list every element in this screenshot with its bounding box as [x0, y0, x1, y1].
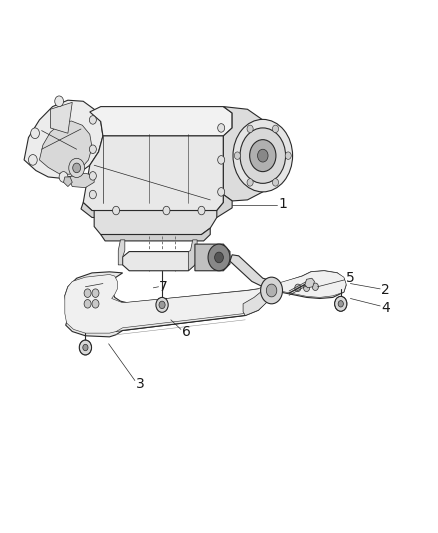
- Polygon shape: [90, 107, 232, 136]
- Text: 5: 5: [346, 271, 355, 285]
- Text: 1: 1: [278, 197, 287, 211]
- Circle shape: [338, 301, 343, 307]
- Circle shape: [233, 119, 293, 192]
- Polygon shape: [123, 252, 195, 271]
- Text: 6: 6: [182, 325, 191, 338]
- Circle shape: [84, 289, 91, 297]
- Text: 4: 4: [381, 301, 390, 315]
- Circle shape: [89, 172, 96, 180]
- Text: 3: 3: [136, 377, 145, 391]
- Polygon shape: [118, 240, 125, 265]
- Polygon shape: [305, 278, 314, 288]
- Circle shape: [83, 344, 88, 351]
- Circle shape: [218, 188, 225, 196]
- Polygon shape: [64, 177, 72, 187]
- Circle shape: [92, 289, 99, 297]
- Polygon shape: [50, 102, 72, 133]
- Circle shape: [92, 300, 99, 308]
- Polygon shape: [223, 107, 269, 201]
- Circle shape: [113, 206, 120, 215]
- Polygon shape: [81, 195, 232, 217]
- Circle shape: [55, 96, 64, 107]
- Circle shape: [163, 206, 170, 215]
- Circle shape: [285, 152, 291, 159]
- Circle shape: [84, 300, 91, 308]
- Polygon shape: [68, 173, 94, 188]
- Polygon shape: [65, 271, 346, 333]
- Circle shape: [215, 252, 223, 263]
- Circle shape: [59, 172, 68, 182]
- Polygon shape: [230, 255, 271, 287]
- Circle shape: [247, 179, 253, 186]
- Polygon shape: [65, 271, 346, 337]
- Circle shape: [272, 125, 279, 133]
- Text: 7: 7: [159, 280, 168, 294]
- Polygon shape: [83, 136, 223, 211]
- Circle shape: [89, 116, 96, 124]
- Circle shape: [234, 152, 240, 159]
- Circle shape: [295, 284, 301, 292]
- Polygon shape: [39, 121, 92, 174]
- Circle shape: [312, 283, 318, 290]
- Circle shape: [247, 125, 253, 133]
- Circle shape: [31, 128, 39, 139]
- Circle shape: [198, 206, 205, 215]
- Circle shape: [79, 340, 92, 355]
- Circle shape: [89, 145, 96, 154]
- Circle shape: [240, 128, 286, 183]
- Circle shape: [258, 149, 268, 162]
- Text: 2: 2: [381, 284, 390, 297]
- Polygon shape: [24, 100, 103, 179]
- Circle shape: [159, 301, 165, 309]
- Polygon shape: [243, 282, 280, 316]
- Circle shape: [69, 158, 85, 177]
- Polygon shape: [188, 240, 197, 271]
- Circle shape: [335, 296, 347, 311]
- Polygon shape: [195, 244, 230, 271]
- Circle shape: [266, 284, 277, 297]
- Polygon shape: [101, 228, 210, 241]
- Circle shape: [250, 140, 276, 172]
- Circle shape: [89, 190, 96, 199]
- Circle shape: [272, 179, 279, 186]
- Circle shape: [156, 297, 168, 312]
- Polygon shape: [94, 211, 217, 235]
- Circle shape: [73, 163, 81, 173]
- Circle shape: [28, 155, 37, 165]
- Circle shape: [218, 156, 225, 164]
- Circle shape: [208, 244, 230, 271]
- Circle shape: [261, 277, 283, 304]
- Circle shape: [304, 284, 310, 292]
- Circle shape: [218, 124, 225, 132]
